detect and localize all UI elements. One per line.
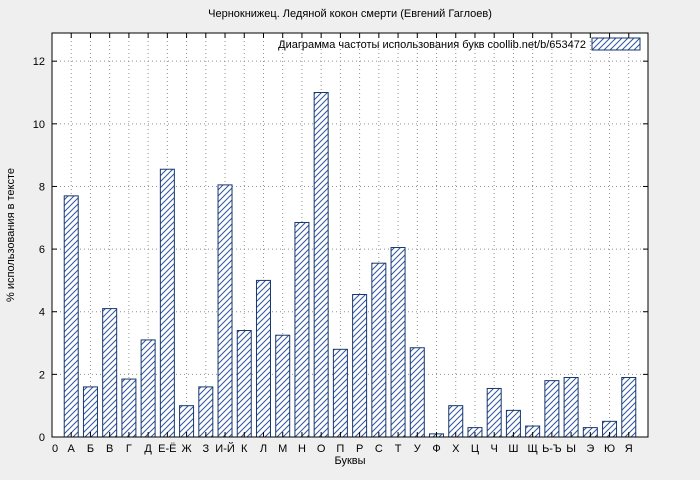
bar-Р: [352, 294, 368, 438]
y-tick-label: 10: [33, 119, 45, 131]
x-tick-label: И-Й: [215, 442, 234, 455]
x-tick-label: Ь-Ъ: [542, 443, 562, 455]
x-tick-label: В: [106, 443, 113, 455]
bar-А: [63, 195, 79, 438]
x-tick-label: П: [336, 443, 344, 455]
bar-Ч: [486, 387, 502, 438]
bar-У: [409, 347, 425, 438]
legend: Диаграмма частоты использования букв coo…: [278, 37, 641, 51]
y-tick-label: 0: [39, 432, 45, 444]
bar-К: [236, 330, 252, 438]
y-tick-label: 12: [33, 56, 45, 68]
bar-Т: [390, 247, 406, 438]
x-tick-label: Д: [144, 443, 152, 455]
x-tick-label: Я: [625, 443, 633, 455]
bar-Б: [82, 386, 98, 438]
x-origin-label: 0: [52, 443, 58, 455]
y-tick-label: 8: [39, 181, 45, 193]
y-tick-label: 4: [39, 307, 45, 319]
x-tick-label: К: [241, 443, 248, 455]
chart-title: Чернокнижец. Ледяной кокон смерти (Евген…: [208, 8, 492, 20]
x-tick-label: Ж: [181, 443, 191, 455]
bar-Ы: [563, 376, 579, 438]
bar-И-Й: [217, 184, 233, 438]
bar-Е-Ё: [159, 168, 175, 438]
x-tick-label: А: [68, 443, 76, 455]
bar-Я: [621, 376, 637, 438]
x-tick-label: Е-Ё: [158, 443, 176, 455]
bar-Г: [121, 378, 137, 438]
x-tick-label: С: [375, 443, 383, 455]
y-tick-label: 6: [39, 244, 45, 256]
bar-Д: [140, 339, 156, 438]
x-axis-label: Буквы: [334, 455, 365, 467]
x-tick-label: О: [317, 443, 326, 455]
plot-border: [51, 32, 649, 438]
bar-З: [198, 386, 214, 438]
x-tick-label: Ф: [432, 443, 440, 455]
x-tick-label: Э: [586, 443, 594, 455]
bar-series: [63, 92, 637, 438]
x-tick-label: Ю: [604, 443, 615, 455]
y-tick-label: 2: [39, 369, 45, 381]
x-tick-label: М: [278, 443, 287, 455]
bar-Ь-Ъ: [544, 380, 560, 438]
x-tick-label: Ц: [471, 443, 479, 455]
x-tick-label: Ч: [491, 443, 498, 455]
y-axis-label: % использования в тексте: [5, 168, 17, 302]
x-tick-label: Р: [356, 443, 363, 455]
bar-Л: [255, 279, 271, 438]
x-tick-label: Т: [395, 443, 402, 455]
x-tick-label: Б: [87, 443, 94, 455]
bar-М: [275, 334, 291, 438]
x-tick-label: Л: [260, 443, 267, 455]
x-tick-label: Щ: [527, 443, 537, 455]
x-tick-label: У: [414, 443, 422, 455]
x-tick-label: З: [202, 443, 209, 455]
x-tick-label: Ш: [508, 443, 518, 455]
x-tick-label: Н: [298, 443, 306, 455]
x-tick-label: Г: [126, 443, 132, 455]
bar-В: [102, 308, 118, 438]
bar-С: [371, 262, 387, 438]
legend-swatch: [591, 37, 641, 51]
legend-label: Диаграмма частоты использования букв coo…: [278, 39, 586, 51]
bar-О: [313, 92, 329, 438]
x-tick-label: Х: [452, 443, 460, 455]
x-tick-label: Ы: [566, 443, 576, 455]
bar-П: [332, 348, 348, 438]
bar-Н: [294, 221, 310, 438]
